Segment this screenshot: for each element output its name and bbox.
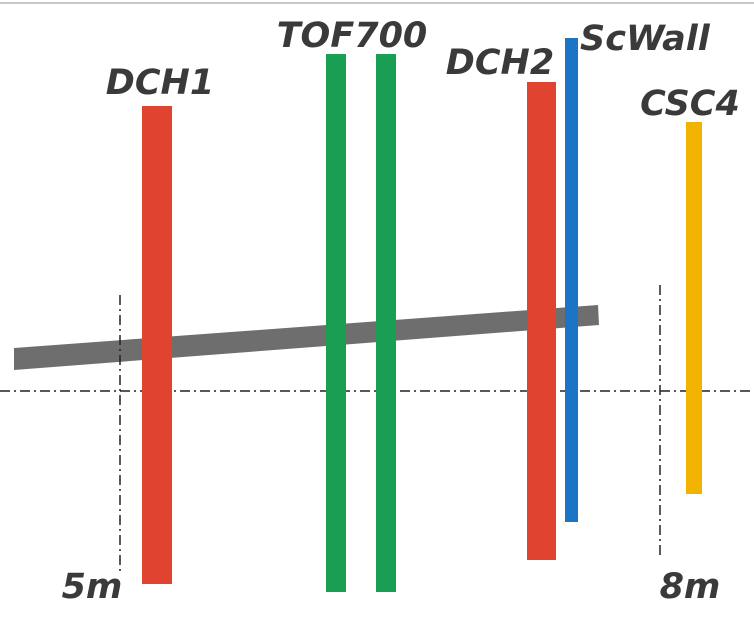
detector-label: CSC4	[640, 84, 740, 124]
csc4-detector	[686, 122, 702, 494]
distance-label: 8m	[660, 567, 721, 607]
tof700-detector	[376, 54, 396, 592]
detector-label: DCH1	[106, 63, 214, 103]
detector-label: TOF700	[277, 16, 428, 56]
beam	[14, 305, 599, 370]
scwall-detector	[565, 38, 578, 522]
detector-label: ScWall	[580, 19, 711, 59]
dch1-detector	[142, 106, 172, 584]
detector-label: DCH2	[446, 43, 554, 83]
dch2-detector	[527, 82, 556, 560]
tof700-detector	[326, 54, 346, 592]
distance-label: 5m	[62, 567, 123, 607]
